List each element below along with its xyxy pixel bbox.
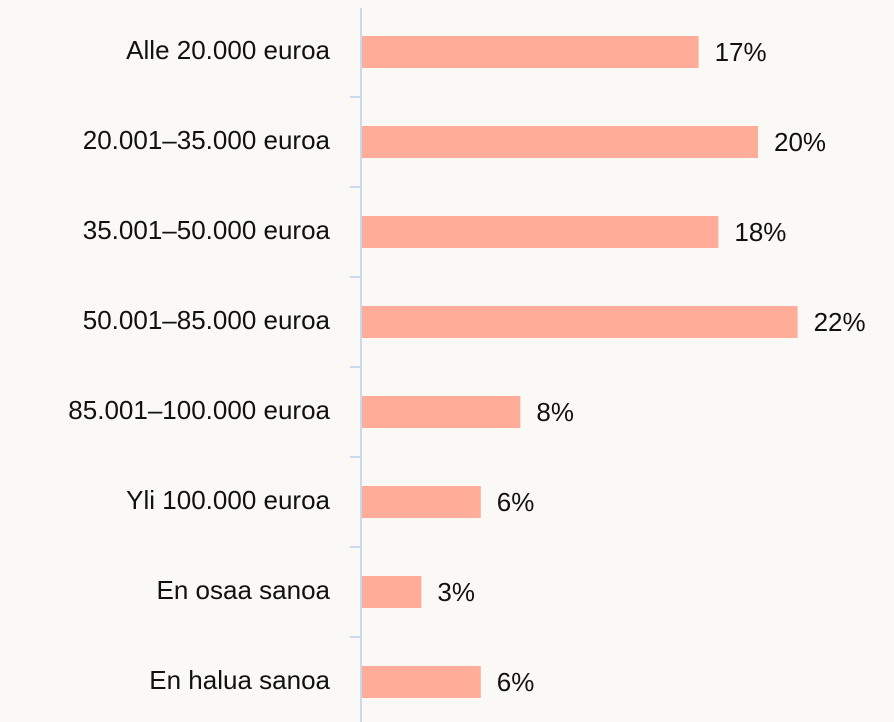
bar: [362, 576, 422, 608]
category-label: Yli 100.000 euroa: [126, 485, 330, 515]
bar: [362, 306, 798, 338]
bar: [362, 396, 521, 428]
value-label: 20%: [774, 127, 826, 157]
category-label: En halua sanoa: [149, 665, 330, 695]
bar: [362, 666, 481, 698]
category-label: En osaa sanoa: [157, 575, 331, 605]
value-label: 17%: [715, 37, 767, 67]
value-label: 8%: [536, 397, 574, 427]
bar: [362, 126, 758, 158]
category-label: 50.001–85.000 euroa: [83, 305, 331, 335]
value-label: 3%: [437, 577, 475, 607]
category-label: Alle 20.000 euroa: [126, 35, 330, 65]
category-label: 85.001–100.000 euroa: [68, 395, 330, 425]
value-label: 22%: [814, 307, 866, 337]
value-label: 18%: [734, 217, 786, 247]
category-label: 35.001–50.000 euroa: [83, 215, 331, 245]
bar: [362, 216, 719, 248]
bar: [362, 36, 699, 68]
bar: [362, 486, 481, 518]
value-label: 6%: [497, 487, 535, 517]
value-label: 6%: [497, 667, 535, 697]
category-label: 20.001–35.000 euroa: [83, 125, 331, 155]
